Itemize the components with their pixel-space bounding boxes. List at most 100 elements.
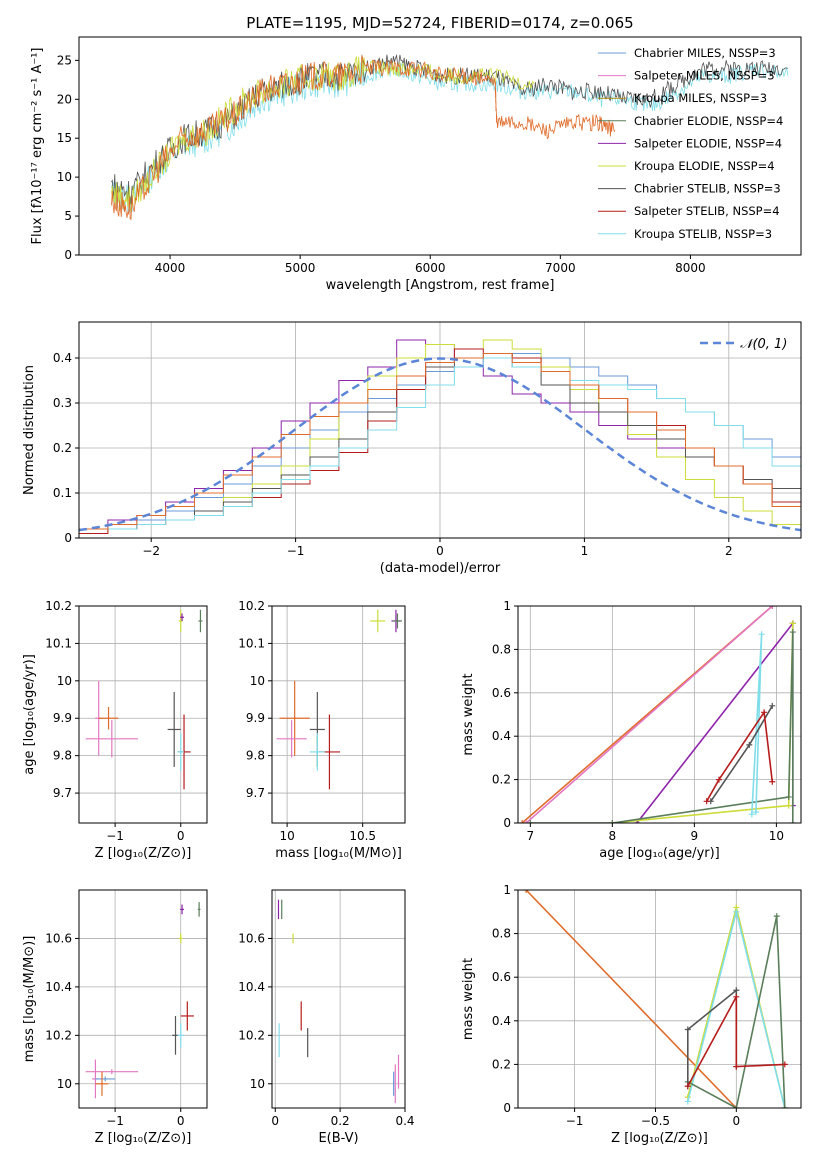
errorbar-point	[167, 692, 181, 767]
y-tick-label: 10	[57, 674, 72, 688]
x-tick-label: 9	[691, 829, 699, 843]
x-tick-label: 0	[436, 544, 444, 558]
x-tick-label: −1	[106, 1114, 124, 1128]
plus-marker	[769, 606, 776, 609]
y-tick-label: 1	[503, 883, 511, 897]
x-tick-label: 1	[581, 544, 589, 558]
legend-entry: Kroupa MILES, NSSP=3	[634, 91, 767, 105]
x-tick-label: −1	[106, 829, 124, 843]
errorbar-point	[197, 902, 201, 917]
y-tick-label: 0.4	[492, 1014, 511, 1028]
axes-frame	[271, 889, 406, 1109]
plus-marker	[609, 820, 616, 823]
y-axis-label: mass weight	[461, 958, 476, 1040]
errorbar-point	[180, 1001, 194, 1031]
y-tick-label: 0.8	[492, 927, 511, 941]
errorbar-point	[392, 613, 402, 629]
errorbar-point	[180, 613, 185, 621]
y-tick-label: 10.6	[45, 931, 72, 945]
y-tick-label: 10	[57, 1077, 72, 1091]
y-tick-label: 9.9	[53, 711, 72, 725]
y-tick-label: 0.1	[53, 486, 72, 500]
plus-marker	[789, 820, 796, 823]
y-tick-label: 10.4	[45, 980, 72, 994]
errorbar-point	[98, 707, 119, 730]
x-tick-label: 10	[279, 829, 294, 843]
plus-marker	[773, 913, 780, 920]
x-tick-label: −1	[287, 544, 305, 558]
legend-entry: Kroupa ELODIE, NSSP=4	[634, 159, 775, 173]
plus-marker	[781, 1061, 788, 1068]
x-tick-label: 8	[609, 829, 617, 843]
x-tick-label: −0.5	[641, 1114, 670, 1128]
plus-marker	[785, 802, 792, 809]
y-tick-label: 25	[57, 53, 72, 67]
x-tick-label: 8000	[675, 261, 706, 275]
legend-entry: Chabrier MILES, NSSP=3	[634, 46, 776, 60]
plus-marker	[684, 1083, 691, 1090]
plus-marker	[781, 1105, 788, 1108]
panel-age_vs_Z: −1 0 9.7 9.8 9.9 10 10.1 10.2 Z [log₁₀(Z/Z⊙)] age…	[22, 599, 208, 861]
panel-massweight_vs_age: 7 8 9 10 0 0.2 0.4 0.6 0.8 1 age [log₁₀(age/yr)] ma…	[461, 599, 802, 861]
x-tick-label: 5000	[285, 261, 316, 275]
x-tick-label: −1	[566, 1114, 584, 1128]
errorbar-point	[276, 720, 307, 758]
x-tick-label: 0.4	[395, 1114, 414, 1128]
x-tick-label: 0.2	[331, 1114, 350, 1128]
x-tick-label: 6000	[415, 261, 446, 275]
y-tick-label: 10	[250, 674, 265, 688]
plus-marker	[523, 820, 530, 823]
errorbar-point	[95, 1076, 116, 1082]
x-tick-label: 10.5	[349, 829, 376, 843]
y-tick-label: 10.1	[238, 636, 265, 650]
y-tick-label: 0.4	[492, 729, 511, 743]
x-tick-label: 0	[271, 1114, 279, 1128]
y-axis-label: mass weight	[461, 673, 476, 755]
panel-massweight_vs_Z: −1 −0.5 0 0 0.2 0.4 0.6 0.8 1 Z [log₁₀(Z/Z⊙)] mass…	[461, 883, 802, 1146]
errorbar-point	[370, 609, 386, 633]
plot-area	[79, 339, 801, 534]
plot-area	[523, 890, 788, 1108]
plus-marker	[769, 702, 776, 709]
mass-weight-line	[687, 916, 786, 1108]
mass-weight-line	[687, 996, 785, 1087]
x-axis-label: mass [log₁₀(M/M⊙)]	[275, 846, 402, 861]
plot-area	[277, 899, 400, 1104]
mass-weight-line	[525, 890, 737, 1108]
axes-frame	[517, 889, 802, 1109]
errorbar-point	[95, 1071, 109, 1096]
x-tick-label: 4000	[155, 261, 186, 275]
plus-marker	[523, 890, 530, 893]
axes-frame	[78, 36, 802, 256]
y-axis-label: Flux [fλ10⁻¹⁷ erg cm⁻² s⁻¹ A⁻¹]	[30, 48, 45, 245]
plus-marker	[748, 811, 755, 818]
legend-entry: Chabrier ELODIE, NSSP=4	[634, 114, 783, 128]
y-tick-label: 20	[57, 92, 72, 106]
plus-marker	[761, 709, 768, 716]
spectrum-line	[111, 53, 788, 207]
errorbar-point	[279, 680, 310, 756]
x-tick-label: 0	[732, 1114, 740, 1128]
y-tick-label: 0	[503, 816, 511, 830]
errorbar-point	[178, 933, 183, 944]
y-tick-label: 0.2	[492, 1057, 511, 1071]
panel-mass_vs_EBV: 0 0.2 0.4 10 10.2 10.4 10.6 E(B-V)	[238, 889, 415, 1146]
x-axis-label: age [log₁₀(age/yr)]	[599, 846, 720, 861]
gaussian-curve	[79, 357, 801, 532]
x-tick-label: 2	[725, 544, 733, 558]
y-tick-label: 5	[64, 209, 72, 223]
plot-area	[519, 606, 796, 823]
y-tick-label: 10.2	[45, 1028, 72, 1042]
y-tick-label: 0.8	[492, 642, 511, 656]
x-tick-label: −2	[142, 544, 160, 558]
y-tick-label: 0.4	[53, 351, 72, 365]
plus-marker	[746, 741, 753, 748]
plus-marker	[703, 798, 710, 805]
y-tick-label: 15	[57, 131, 72, 145]
errorbar-point	[177, 733, 185, 771]
panels-group: 4000 5000 6000 7000 80000510152025wavelength…	[22, 36, 802, 1146]
y-tick-label: 9.9	[246, 711, 265, 725]
panel-residuals: −2 −1 0 1 2 0 0.1 0.2 0.3 0.4 (data-model)/error No…	[22, 321, 802, 576]
y-tick-label: 0.2	[492, 773, 511, 787]
